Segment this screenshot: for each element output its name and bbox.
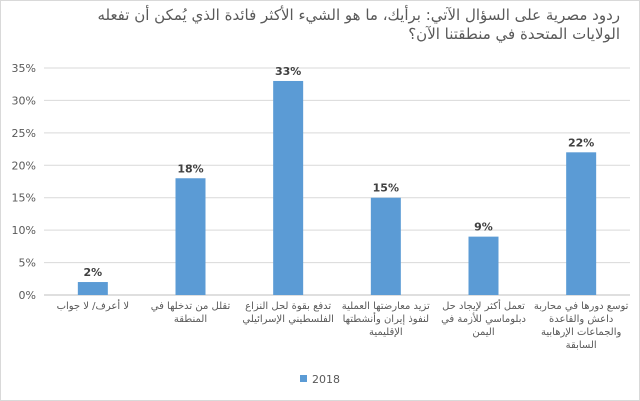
- category-label: اليمن: [472, 327, 494, 338]
- bar: [77, 282, 108, 295]
- category-label: داعش والقاعدة: [549, 314, 613, 325]
- y-tick-label: 10%: [12, 224, 36, 237]
- bar: [370, 197, 401, 295]
- y-tick-label: 0%: [19, 289, 36, 302]
- category-label: الإقليمية: [369, 327, 403, 338]
- category-label: تعمل أكثر لإيجاد حل: [442, 299, 525, 312]
- data-label: 9%: [474, 221, 493, 234]
- category-label: لنفوذ إيران وأنشطتها: [343, 312, 430, 325]
- y-tick-label: 20%: [12, 159, 36, 172]
- bar: [175, 178, 206, 295]
- y-tick-label: 35%: [12, 62, 36, 75]
- category-label: دبلوماسي للأزمة في: [441, 312, 526, 325]
- y-tick-label: 15%: [12, 192, 36, 205]
- y-tick-label: 30%: [12, 94, 36, 107]
- category-label: تدفع بقوة لحل النزاع: [245, 301, 331, 312]
- category-label: لا أعرف/ لا جواب: [57, 299, 129, 312]
- data-label: 15%: [373, 182, 399, 195]
- chart-title: ردود مصرية على السؤال الآتي: برأيك، ما ه…: [97, 6, 620, 43]
- category-label: المنطقة: [174, 314, 207, 325]
- y-tick-label: 5%: [19, 257, 36, 270]
- bar: [566, 152, 597, 295]
- data-label: 22%: [568, 136, 594, 149]
- bar: [468, 236, 499, 295]
- legend-swatch: [300, 375, 307, 382]
- category-label: والجماعات الإرهابية: [541, 327, 622, 338]
- category-label: توسع دورها في محاربة: [534, 301, 629, 312]
- legend-label: 2018: [312, 373, 340, 386]
- category-label: تقلل من تدخلها في: [151, 301, 231, 312]
- data-label: 33%: [275, 65, 301, 78]
- category-label: تزيد معارضتها العملية: [342, 301, 430, 312]
- category-label: السابقة: [566, 340, 597, 351]
- legend: 2018: [0, 373, 640, 386]
- category-label: الفلسطيني الإسرائيلي: [242, 314, 333, 325]
- bar: [273, 80, 304, 295]
- data-label: 18%: [177, 162, 203, 175]
- y-tick-label: 25%: [12, 127, 36, 140]
- data-label: 2%: [83, 266, 102, 279]
